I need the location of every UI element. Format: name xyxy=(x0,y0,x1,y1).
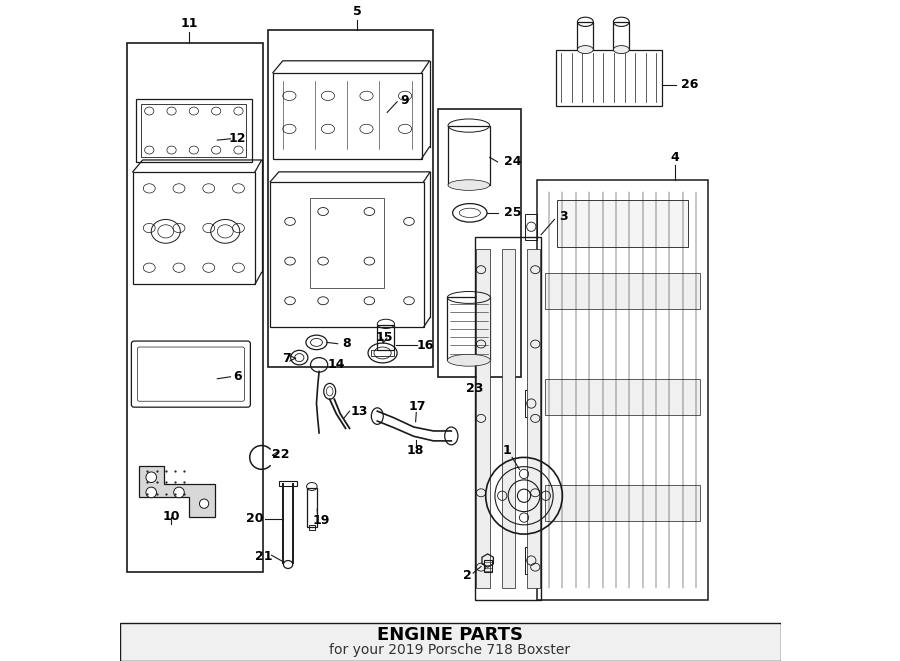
Bar xyxy=(371,350,394,356)
Bar xyxy=(475,237,541,600)
Bar xyxy=(307,488,317,527)
Bar xyxy=(578,22,593,50)
Text: 15: 15 xyxy=(375,330,392,344)
Text: 17: 17 xyxy=(409,400,426,413)
Text: 26: 26 xyxy=(680,78,698,91)
Bar xyxy=(136,99,252,162)
Bar xyxy=(545,379,700,415)
Bar xyxy=(476,249,490,588)
Text: 20: 20 xyxy=(247,512,264,525)
Text: 22: 22 xyxy=(272,448,290,461)
Bar xyxy=(545,273,700,309)
Bar xyxy=(526,390,537,417)
Text: 14: 14 xyxy=(328,358,345,371)
Bar xyxy=(614,22,629,50)
Ellipse shape xyxy=(448,180,490,190)
Text: 3: 3 xyxy=(560,210,568,223)
Bar xyxy=(447,297,491,360)
Bar xyxy=(310,198,384,288)
Bar xyxy=(270,182,424,327)
Ellipse shape xyxy=(146,487,157,498)
Ellipse shape xyxy=(614,46,629,54)
Bar xyxy=(526,547,537,574)
Text: 5: 5 xyxy=(353,5,362,19)
Text: 13: 13 xyxy=(350,405,367,418)
Text: 12: 12 xyxy=(229,132,246,145)
Text: 23: 23 xyxy=(466,382,484,395)
Text: 7: 7 xyxy=(282,352,291,366)
Text: 10: 10 xyxy=(162,510,180,524)
Bar xyxy=(132,172,255,284)
Bar xyxy=(526,249,540,588)
Ellipse shape xyxy=(447,354,491,366)
Text: 1: 1 xyxy=(502,444,511,457)
Bar xyxy=(483,560,491,572)
Text: 21: 21 xyxy=(255,550,273,563)
Text: 6: 6 xyxy=(233,370,241,383)
Text: 16: 16 xyxy=(416,338,434,352)
Bar xyxy=(501,249,515,588)
Text: 2: 2 xyxy=(464,568,472,582)
Bar xyxy=(309,525,315,530)
Bar xyxy=(557,200,688,247)
Bar xyxy=(556,50,662,106)
Bar xyxy=(120,623,780,661)
Polygon shape xyxy=(140,466,215,517)
Bar xyxy=(545,485,700,521)
Ellipse shape xyxy=(200,499,209,508)
Text: 19: 19 xyxy=(312,514,329,527)
Text: 24: 24 xyxy=(504,155,522,169)
Text: 25: 25 xyxy=(504,206,522,219)
Bar xyxy=(141,104,247,157)
Bar xyxy=(448,126,490,185)
Bar xyxy=(128,43,263,572)
Text: 4: 4 xyxy=(670,151,680,164)
Bar xyxy=(537,180,707,600)
Text: 8: 8 xyxy=(342,337,350,350)
Bar xyxy=(377,325,394,350)
Text: for your 2019 Porsche 718 Boxster: for your 2019 Porsche 718 Boxster xyxy=(329,643,571,658)
Ellipse shape xyxy=(146,472,157,483)
Text: 18: 18 xyxy=(407,444,424,457)
Bar xyxy=(526,214,537,240)
Text: 9: 9 xyxy=(400,94,410,107)
Bar xyxy=(438,109,521,377)
Bar xyxy=(268,30,434,367)
Ellipse shape xyxy=(174,487,184,498)
Bar xyxy=(280,481,297,486)
Ellipse shape xyxy=(578,46,593,54)
Text: ENGINE PARTS: ENGINE PARTS xyxy=(377,625,523,644)
Text: 11: 11 xyxy=(180,17,198,30)
Bar xyxy=(273,73,421,159)
